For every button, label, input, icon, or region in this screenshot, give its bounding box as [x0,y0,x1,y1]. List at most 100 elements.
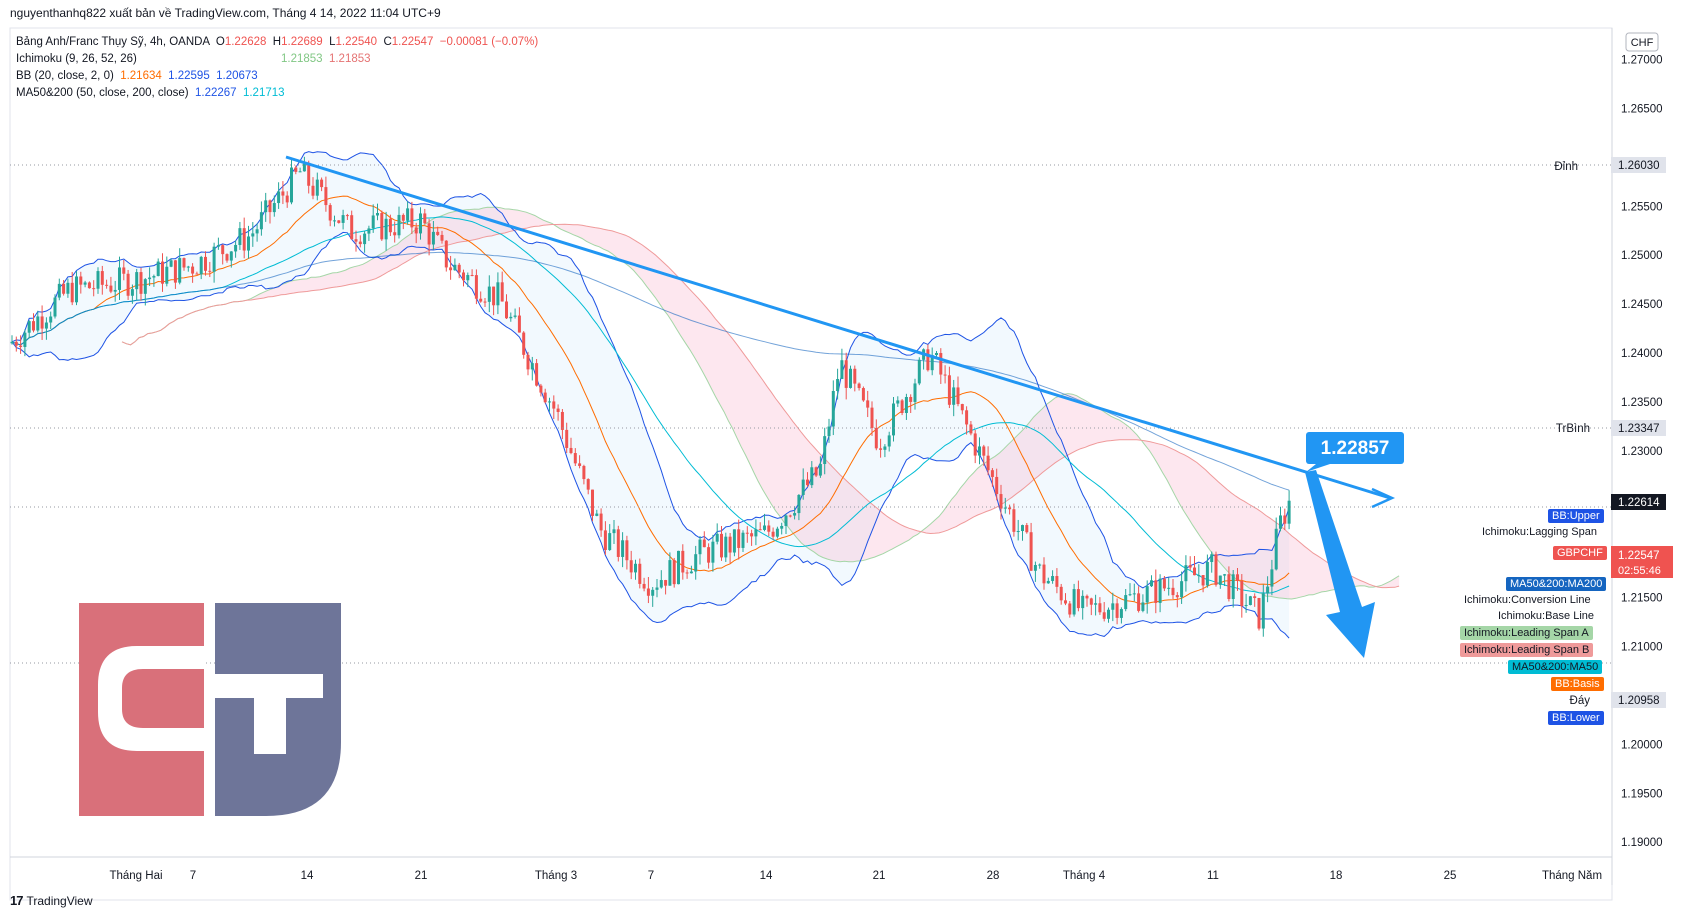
price-tick-label: 1.24500 [1621,299,1663,311]
trendline[interactable] [285,155,1391,500]
bottom-level-label: Đáy [1570,695,1591,707]
candle-body [419,213,422,234]
candle-body [500,282,504,302]
candle-body [1085,595,1089,599]
candle-body [659,580,663,588]
tag-bb-lower: BB:Lower [1548,711,1604,725]
time-tick-label: Tháng 3 [535,870,577,882]
candle-body [1072,589,1076,615]
candle-body [685,572,689,574]
candle-body [535,363,539,386]
candle-body [831,391,835,427]
candle-body [758,529,762,531]
candle-body [741,532,745,548]
candle-body [169,260,173,267]
indicator-legend: Bảng Anh/Franc Thụy Sỹ, 4h, OANDA O1.226… [16,34,538,102]
candle-body [247,236,250,251]
candle-body [135,272,139,290]
candle-body [724,536,728,558]
candle-body [1137,593,1141,611]
candle-body [449,267,453,271]
candle-body [664,580,668,586]
time-tick-label: 14 [301,870,314,882]
candle-body [363,233,367,245]
candle-body [298,171,302,173]
candle-body [767,525,771,532]
legend-bb-row[interactable]: BB (20, close, 2, 0) 1.21634 1.22595 1.2… [16,70,258,82]
candle-body [866,400,870,408]
tag-base-line: Ichimoku:Base Line [1498,610,1594,622]
bb-basis-line [11,195,1290,605]
symbol-label: Bảng Anh/Franc Thụy Sỹ, 4h, OANDA [16,36,210,48]
candle-body [621,540,625,557]
time-tick-label: 7 [190,870,196,882]
candle-body [930,355,934,371]
legend-symbol-row[interactable]: Bảng Anh/Franc Thụy Sỹ, 4h, OANDA O1.226… [16,36,539,48]
candle-body [290,167,293,203]
time-tick-label: 21 [415,870,428,882]
candles-layer [10,156,1291,637]
candle-body [883,446,887,450]
last-price-box [1611,494,1666,510]
candle-body [603,530,607,550]
price-callout[interactable]: 1.22857 [1306,432,1404,472]
candle-body [797,494,801,514]
candle-body [1115,603,1119,618]
currency-badge[interactable]: CHF [1625,32,1659,52]
candle-body [595,513,599,516]
candle-body [414,227,418,234]
candle-body [100,271,104,285]
publish-line: nguyenthanhq822 xuất bản về TradingView.… [10,6,441,20]
candle-body [204,256,207,271]
candle-body [1016,531,1020,533]
tag-conversion-line: Ichimoku:Conversion Line [1464,594,1591,606]
candle-body [96,271,100,289]
time-tick-label: 11 [1207,870,1219,882]
candle-body [1167,587,1171,589]
candle-body [1102,612,1106,619]
candle-body [483,301,487,303]
candle-body [1274,528,1278,570]
candle-body [36,316,40,331]
candle-body [358,241,362,245]
candle-body [565,429,569,448]
candle-body [1227,574,1231,600]
candle-body [328,205,332,221]
bb-band-fill [12,151,1290,639]
tag-bb-upper: BB:Upper [1548,509,1604,523]
legend-ichimoku-row[interactable]: Ichimoku (9, 26, 52, 26) [16,53,137,65]
time-tick-label: 21 [873,870,886,882]
projection-arrow[interactable] [1305,470,1375,658]
candle-body [27,321,31,333]
candle-body [1180,581,1184,598]
price-axis-ticks: 1.27000 1.26500 1.25500 1.25000 1.24500 1.240… [1621,55,1663,850]
candle-body [754,529,758,537]
footer-brand[interactable]: 17 TradingView [10,893,93,908]
candle-body [311,185,315,196]
candle-body [354,239,358,242]
candle-body [1059,586,1063,601]
candle-body [23,332,27,347]
candle-body [844,360,848,388]
candle-body [285,195,289,203]
tradingview-logo-icon: 17 [10,893,24,908]
candle-body [79,276,83,285]
candle-body [221,245,225,255]
candle-body [1287,500,1291,524]
candle-body [823,436,827,465]
candle-body [384,218,388,240]
time-tick-label: Tháng 4 [1063,870,1106,882]
candle-body [57,283,61,298]
candle-body [625,540,629,561]
candle-body [1141,602,1145,611]
candle-body [711,541,715,563]
candle-body [870,407,874,428]
legend-ma-row[interactable]: MA50&200 (50, close, 200, close) 1.22267… [16,87,285,99]
candle-body [1257,598,1261,629]
candle-body [646,588,650,596]
candle-body [737,529,741,548]
candle-body [70,282,74,303]
candle-body [1218,575,1222,585]
candle-body [216,245,220,247]
